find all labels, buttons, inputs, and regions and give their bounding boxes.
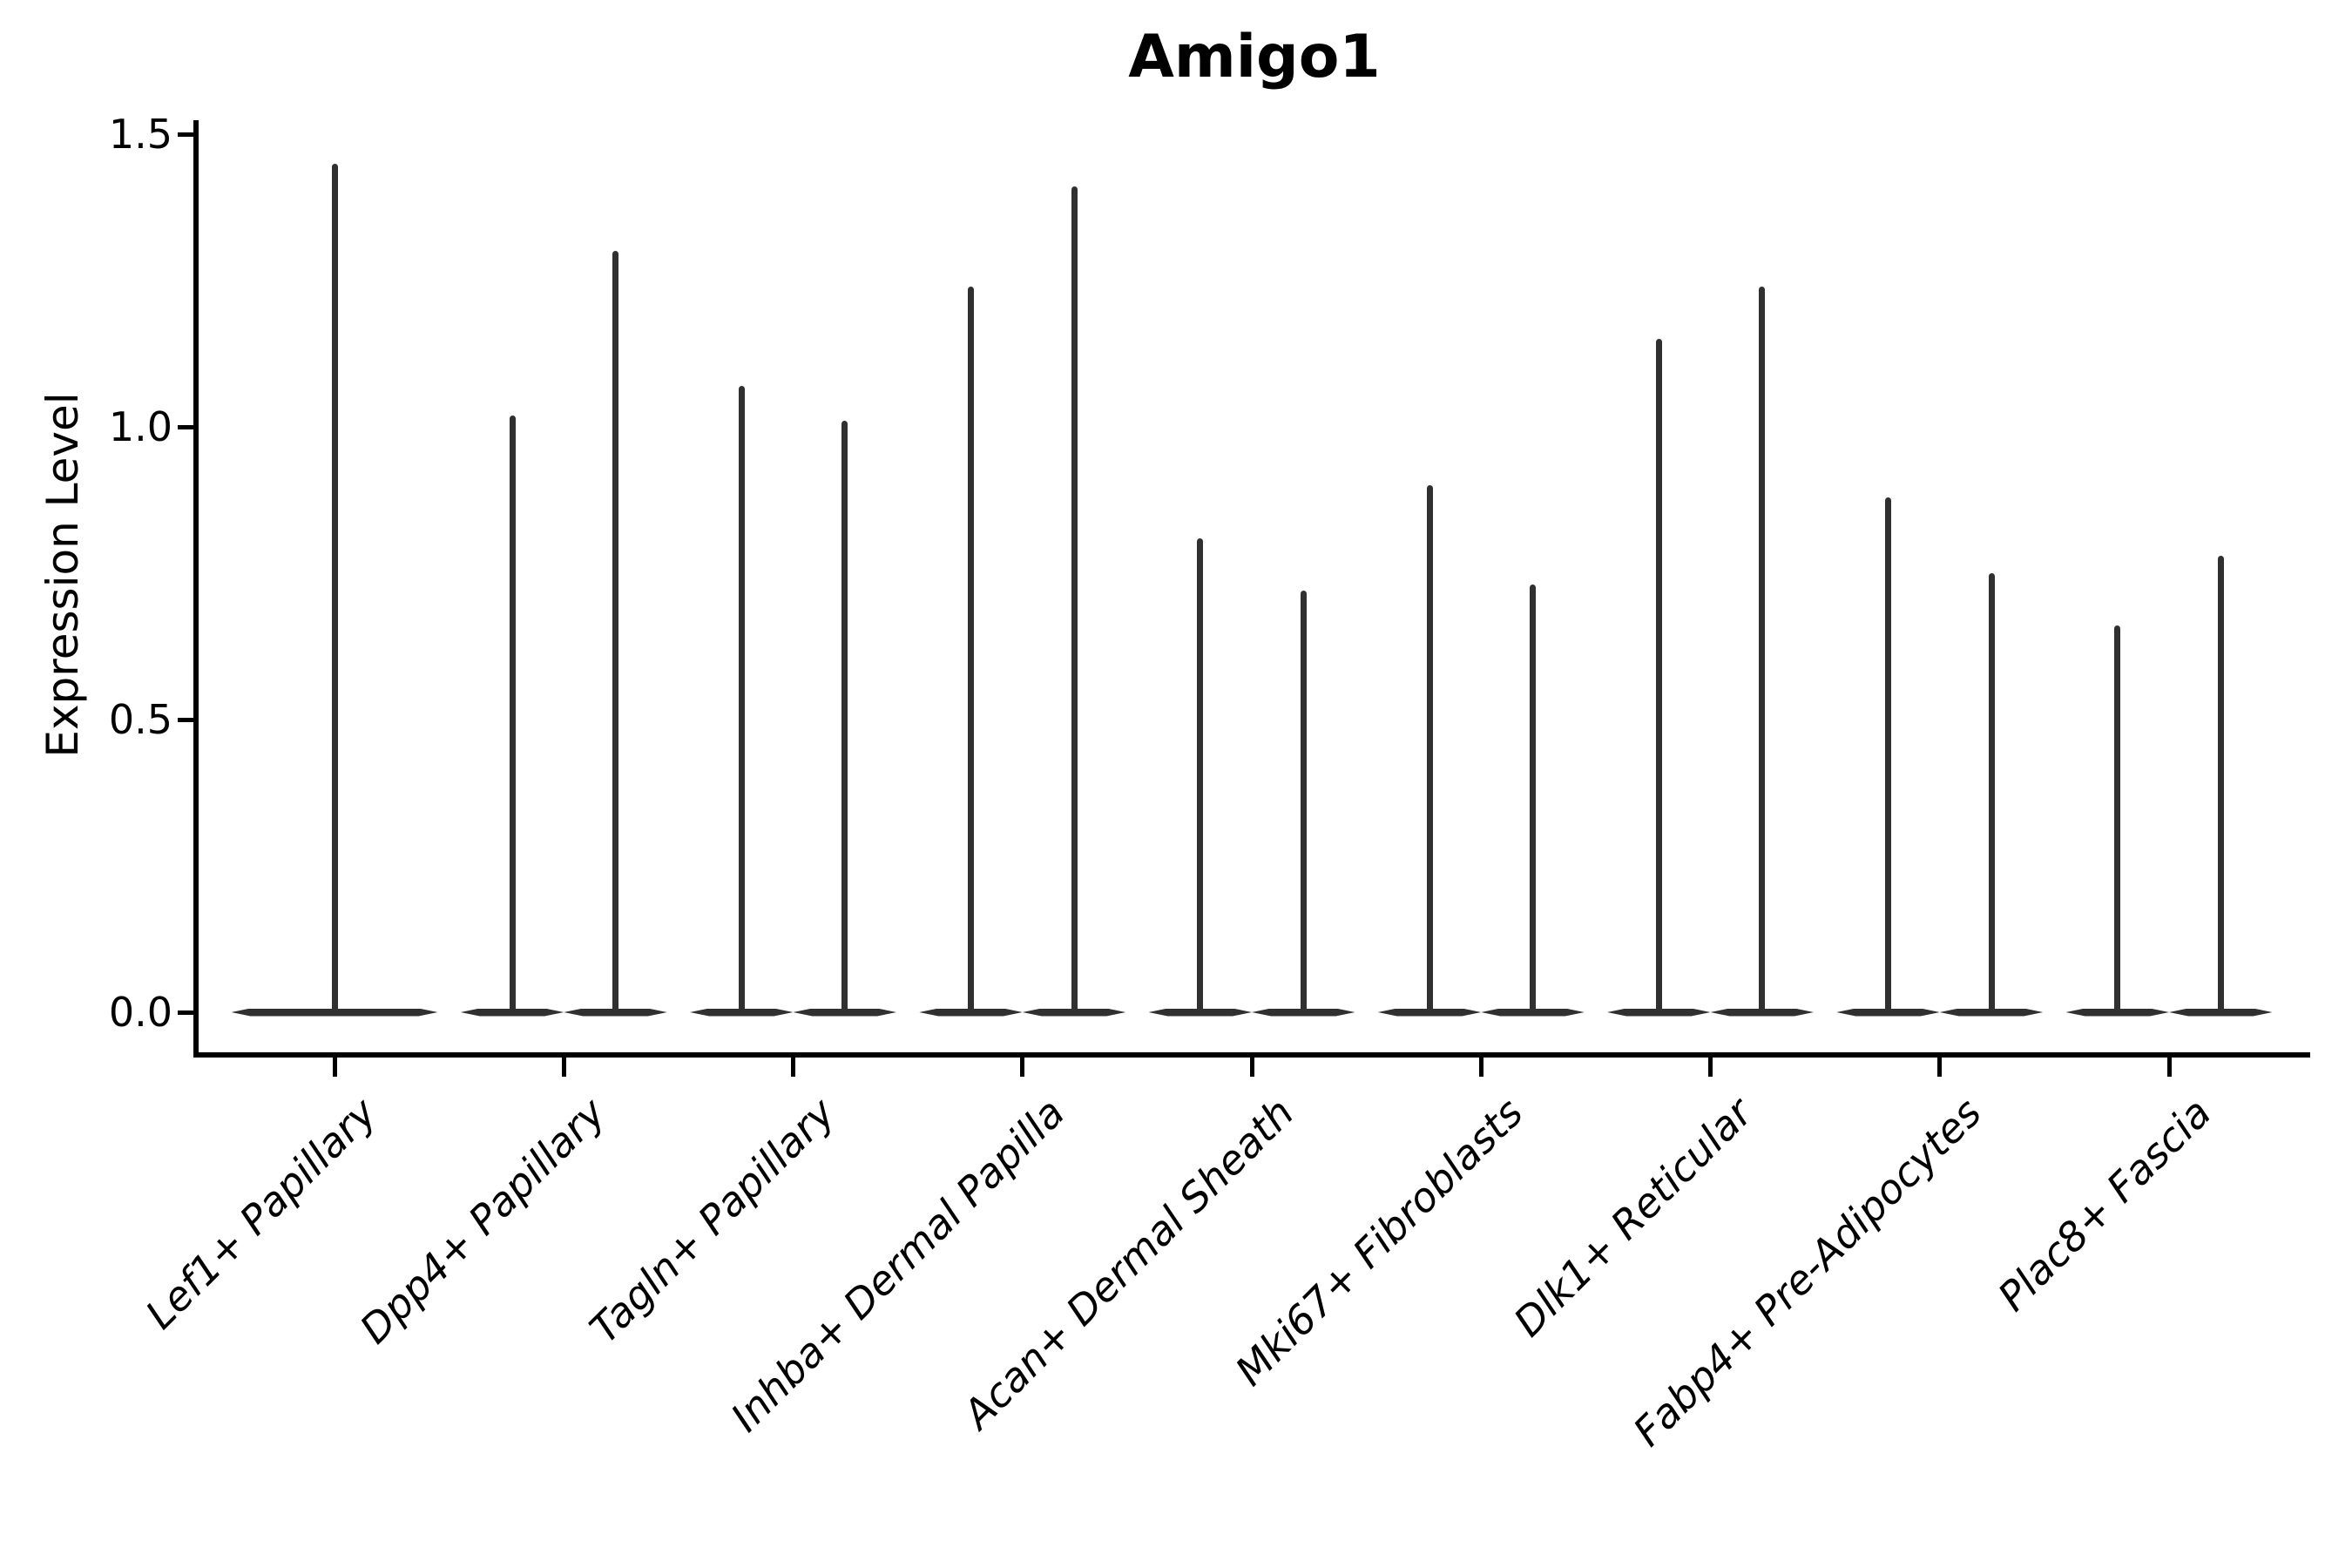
violin-spike xyxy=(509,415,516,1015)
violin-spike xyxy=(1885,497,1891,1015)
violin-spike xyxy=(738,385,745,1015)
x-axis-tick xyxy=(2166,1058,2172,1077)
x-axis-tick-label: Dlk1+ Reticular xyxy=(1504,1089,1761,1346)
x-axis-tick xyxy=(561,1058,566,1077)
x-axis-tick-label: Lef1+ Papillary xyxy=(136,1089,386,1338)
violin-spike xyxy=(968,286,974,1015)
y-axis-tick-label: 1.5 xyxy=(108,111,172,158)
violin-spike xyxy=(2114,625,2121,1015)
x-axis-tick-label: Tagln+ Papillary xyxy=(580,1089,844,1353)
y-axis-tick-label: 0.5 xyxy=(108,696,172,743)
violin-spike xyxy=(331,163,338,1015)
violin-spike xyxy=(1988,573,1995,1015)
violin-spike xyxy=(1655,339,1662,1015)
violin-spike xyxy=(1426,485,1433,1015)
violin-spike xyxy=(1759,286,1766,1015)
x-axis-tick xyxy=(1937,1058,1943,1077)
x-axis-tick xyxy=(1249,1058,1254,1077)
x-axis-tick-label: Plac8+ Fascia xyxy=(1988,1089,2220,1321)
violin-spike xyxy=(1071,186,1078,1015)
y-axis-spine xyxy=(193,120,199,1058)
violin-spike xyxy=(1300,591,1307,1015)
y-axis-tick xyxy=(178,717,193,722)
violin-spike xyxy=(1197,537,1204,1015)
x-axis-spine xyxy=(193,1052,2310,1058)
y-axis-tick xyxy=(178,132,193,137)
y-axis-tick xyxy=(178,1010,193,1015)
y-axis-tick-label: 1.0 xyxy=(108,403,172,450)
violin-spike xyxy=(2217,555,2224,1015)
chart-title: Amigo1 xyxy=(1128,23,1381,91)
y-axis-tick-label: 0.0 xyxy=(108,989,172,1036)
violin-spike xyxy=(841,421,848,1015)
violin-spike xyxy=(1530,585,1536,1015)
x-axis-tick xyxy=(791,1058,795,1077)
x-axis-tick-label: Dpp4+ Papillary xyxy=(350,1089,615,1353)
x-axis-tick xyxy=(332,1058,337,1077)
y-axis-tick xyxy=(178,424,193,429)
x-axis-tick xyxy=(1020,1058,1025,1077)
x-axis-tick xyxy=(1708,1058,1713,1077)
violin-spike xyxy=(612,251,618,1015)
x-axis-tick xyxy=(1478,1058,1484,1077)
